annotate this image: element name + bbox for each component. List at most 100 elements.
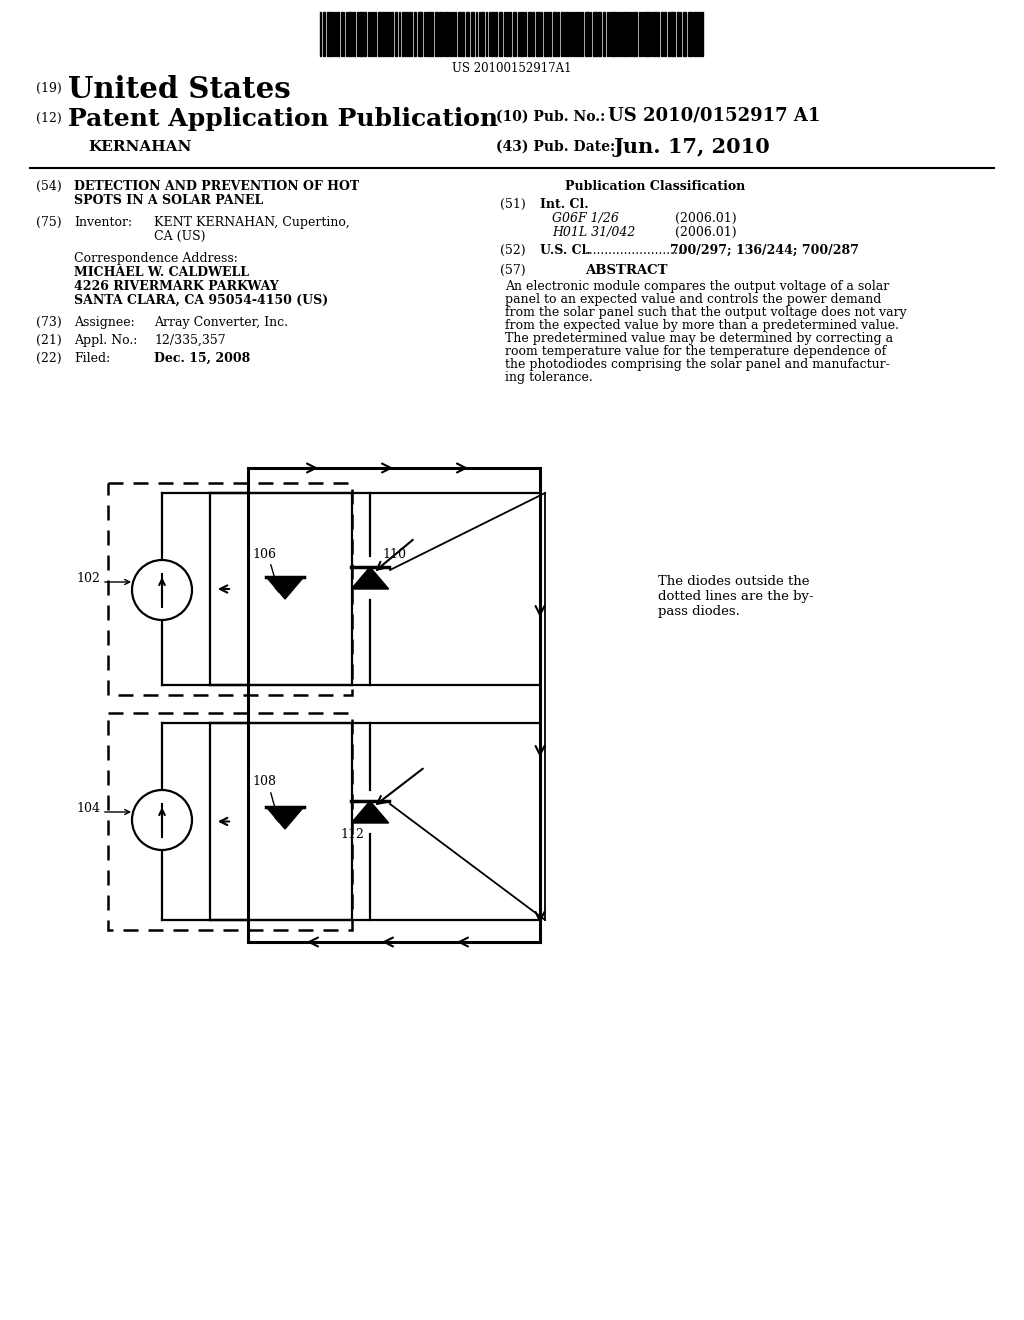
Bar	[575, 12, 578, 55]
Text: 104: 104	[76, 801, 100, 814]
Bar	[633, 12, 637, 55]
Text: The predetermined value may be determined by correcting a: The predetermined value may be determine…	[505, 333, 893, 345]
Bar	[108, 713, 352, 931]
Bar	[701, 12, 703, 55]
Bar	[650, 12, 652, 55]
Bar	[557, 12, 559, 55]
Text: (2006.01): (2006.01)	[675, 213, 736, 224]
Bar	[581, 12, 583, 55]
Bar	[426, 12, 428, 55]
Bar	[536, 12, 540, 55]
Text: 106: 106	[252, 548, 276, 561]
Text: H01L 31/042: H01L 31/042	[552, 226, 635, 239]
Text: (12): (12)	[36, 112, 61, 125]
Text: KERNAHAN: KERNAHAN	[88, 140, 191, 154]
Bar	[435, 12, 438, 55]
Text: pass diodes.: pass diodes.	[658, 605, 740, 618]
Bar	[406, 12, 407, 55]
Text: Dec. 15, 2008: Dec. 15, 2008	[154, 352, 250, 366]
Text: Correspondence Address:: Correspondence Address:	[74, 252, 238, 265]
Bar	[662, 12, 663, 55]
Circle shape	[132, 560, 193, 620]
Bar	[481, 12, 484, 55]
Bar	[429, 12, 433, 55]
Text: (54): (54)	[36, 180, 61, 193]
Bar	[668, 12, 670, 55]
Bar	[466, 12, 469, 55]
Bar	[210, 492, 352, 685]
Bar	[664, 12, 666, 55]
Bar	[462, 12, 464, 55]
Text: Publication Classification: Publication Classification	[565, 180, 745, 193]
Text: ...........................: ...........................	[582, 244, 687, 257]
Polygon shape	[351, 801, 389, 822]
Circle shape	[132, 789, 193, 850]
Text: ABSTRACT: ABSTRACT	[585, 264, 668, 277]
Bar	[408, 12, 410, 55]
Text: (51): (51)	[500, 198, 525, 211]
Bar	[544, 12, 548, 55]
Bar	[585, 12, 589, 55]
Text: 102: 102	[76, 572, 100, 585]
Bar	[549, 12, 551, 55]
Bar	[513, 12, 516, 55]
Bar	[323, 12, 325, 55]
Bar	[332, 12, 334, 55]
Bar	[395, 12, 397, 55]
Bar	[490, 12, 494, 55]
Text: panel to an expected value and controls the power demand: panel to an expected value and controls …	[505, 293, 882, 306]
Text: (75): (75)	[36, 216, 61, 228]
Text: (22): (22)	[36, 352, 61, 366]
Text: The diodes outside the: The diodes outside the	[658, 576, 810, 587]
Text: Filed:: Filed:	[74, 352, 111, 366]
Bar	[694, 12, 696, 55]
Bar	[445, 12, 447, 55]
Text: 108: 108	[252, 775, 276, 788]
Bar	[528, 12, 531, 55]
Text: SANTA CLARA, CA 95054-4150 (US): SANTA CLARA, CA 95054-4150 (US)	[74, 294, 329, 308]
Bar	[553, 12, 556, 55]
Text: MICHAEL W. CALDWELL: MICHAEL W. CALDWELL	[74, 267, 249, 279]
Text: dotted lines are the by-: dotted lines are the by-	[658, 590, 814, 603]
Bar	[603, 12, 605, 55]
Text: G06F 1/26: G06F 1/26	[552, 213, 618, 224]
Bar	[439, 12, 442, 55]
Text: Appl. No.:: Appl. No.:	[74, 334, 137, 347]
Bar	[509, 12, 511, 55]
Bar	[418, 12, 422, 55]
Text: CA (US): CA (US)	[154, 230, 206, 243]
Text: US 20100152917A1: US 20100152917A1	[453, 62, 571, 75]
Bar	[616, 12, 618, 55]
Text: 112: 112	[340, 828, 364, 841]
Bar	[348, 12, 352, 55]
Text: from the solar panel such that the output voltage does not vary: from the solar panel such that the outpu…	[505, 306, 906, 319]
Text: (21): (21)	[36, 334, 61, 347]
Text: room temperature value for the temperature dependence of: room temperature value for the temperatu…	[505, 345, 886, 358]
Bar	[697, 12, 700, 55]
Text: Patent Application Publication: Patent Application Publication	[68, 107, 498, 131]
Bar	[626, 12, 628, 55]
Bar	[598, 12, 601, 55]
Text: DETECTION AND PREVENTION OF HOT: DETECTION AND PREVENTION OF HOT	[74, 180, 359, 193]
Bar	[657, 12, 659, 55]
Bar	[402, 12, 404, 55]
Bar	[378, 12, 381, 55]
Text: 12/335,357: 12/335,357	[154, 334, 225, 347]
Text: Array Converter, Inc.: Array Converter, Inc.	[154, 315, 288, 329]
Bar	[495, 12, 497, 55]
Polygon shape	[351, 568, 389, 589]
Bar	[677, 12, 679, 55]
Bar	[210, 723, 352, 920]
Text: (10) Pub. No.:: (10) Pub. No.:	[496, 110, 605, 124]
Text: SPOTS IN A SOLAR PANEL: SPOTS IN A SOLAR PANEL	[74, 194, 263, 207]
Text: Inventor:: Inventor:	[74, 216, 132, 228]
Bar	[566, 12, 569, 55]
Text: An electronic module compares the output voltage of a solar: An electronic module compares the output…	[505, 280, 889, 293]
Bar	[359, 12, 362, 55]
Bar	[506, 12, 508, 55]
Text: US 2010/0152917 A1: US 2010/0152917 A1	[608, 107, 820, 125]
Text: Assignee:: Assignee:	[74, 315, 135, 329]
Bar	[520, 12, 522, 55]
Text: from the expected value by more than a predetermined value.: from the expected value by more than a p…	[505, 319, 899, 333]
Bar	[671, 12, 675, 55]
